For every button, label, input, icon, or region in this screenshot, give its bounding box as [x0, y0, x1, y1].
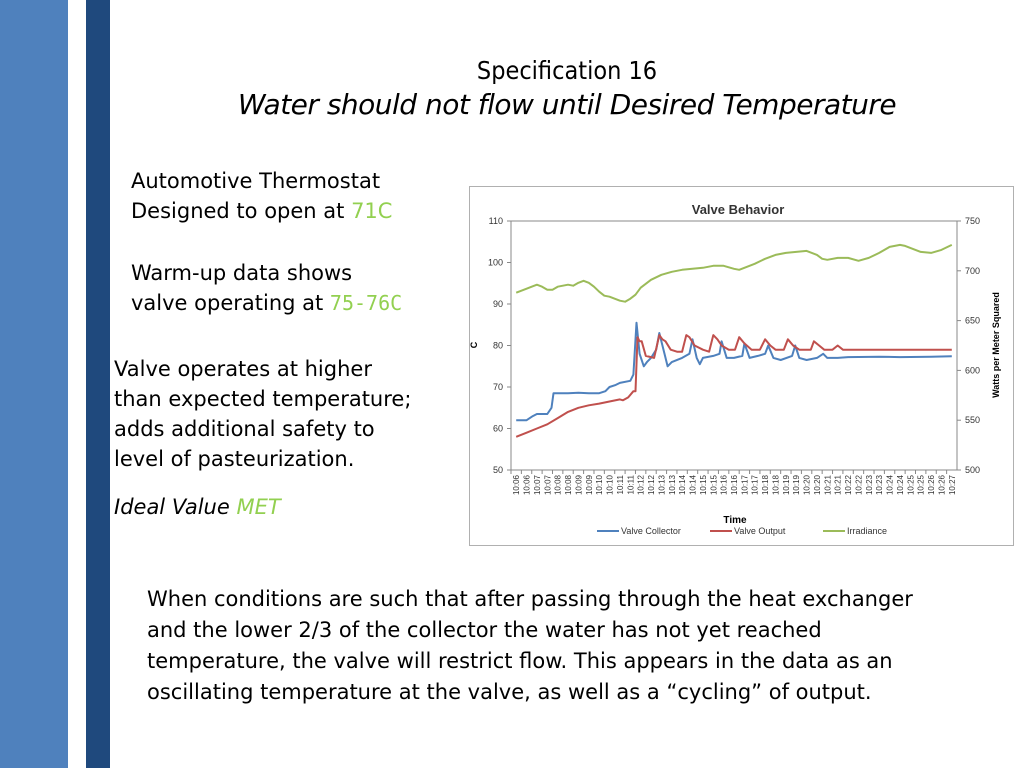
chart-title: Valve Behavior [692, 202, 785, 217]
valve-paragraph-line: adds additional safety to [114, 417, 375, 441]
explanation-paragraph: When conditions are such that after pass… [147, 587, 913, 704]
y2-tick-label: 750 [965, 216, 980, 226]
x-tick-label: 10:25 [906, 474, 915, 495]
y-tick-label: 60 [493, 424, 503, 434]
y2-tick-label: 500 [965, 465, 980, 475]
x-tick-label: 10:15 [709, 474, 718, 495]
x-tick-label: 10:22 [854, 474, 863, 495]
warmup-value: 75-76C [329, 291, 403, 315]
x-tick-label: 10:13 [668, 474, 677, 495]
series-line-valve-output [515, 334, 952, 438]
plot-area-border [510, 220, 958, 471]
x-tick-label: 10:19 [782, 474, 791, 495]
x-tick-label: 10:18 [761, 474, 770, 495]
warmup-bullet: Warm-up data shows valve operating at 75… [131, 258, 402, 318]
decorative-side-bar-dark [86, 0, 110, 768]
legend-label: Valve Collector [621, 526, 681, 536]
y-tick-label: 100 [488, 258, 503, 268]
x-tick-label: 10:21 [834, 474, 843, 495]
x-tick-label: 10:09 [574, 474, 583, 495]
valve-paragraph-line: level of pasteurization. [114, 447, 355, 471]
x-tick-label: 10:07 [543, 474, 552, 495]
x-tick-label: 10:24 [886, 474, 895, 495]
x-tick-label: 10:08 [554, 474, 563, 495]
slide-title: Specification 16 [476, 56, 658, 85]
x-tick-label: 10:25 [917, 474, 926, 495]
x-tick-label: 10:13 [657, 474, 666, 495]
ideal-value-line: Ideal Value MET [114, 492, 281, 522]
valve-paragraph-line: Valve operates at higher [114, 357, 372, 381]
warmup-line1: Warm-up data shows [131, 261, 353, 285]
x-axis-label: Time [723, 515, 747, 526]
y-tick-label: 80 [493, 341, 503, 351]
x-tick-label: 10:11 [616, 474, 625, 494]
warmup-line2-text: valve operating at [131, 291, 330, 315]
legend-label: Irradiance [847, 526, 887, 536]
x-tick-label: 10:12 [647, 474, 656, 495]
x-tick-label: 10:06 [512, 474, 521, 495]
y-tick-label: 50 [493, 465, 503, 475]
valve-behavior-chart: Valve Behavior C Watts per Meter Squared… [469, 186, 1014, 546]
y-tick-label: 110 [489, 216, 503, 226]
x-tick-label: 10:08 [564, 474, 573, 495]
y2-tick-label: 600 [965, 365, 980, 375]
thermostat-value: 71C [351, 199, 393, 223]
decorative-side-bar-gap [68, 0, 86, 768]
x-tick-label: 10:22 [844, 474, 853, 495]
y-tick-label: 90 [493, 299, 503, 309]
x-tick-label: 10:20 [803, 474, 812, 495]
x-tick-label: 10:26 [927, 474, 936, 495]
y2-tick-label: 650 [965, 316, 980, 326]
x-tick-label: 10:27 [948, 474, 957, 495]
x-tick-label: 10:16 [720, 474, 729, 495]
x-tick-label: 10:14 [689, 474, 698, 495]
x-tick-label: 10:18 [771, 474, 780, 495]
valve-paragraph: Valve operates at higher than expected t… [114, 354, 411, 474]
ideal-value-label: Ideal Value [114, 495, 237, 519]
x-tick-label: 10:15 [699, 474, 708, 495]
x-tick-label: 10:26 [937, 474, 946, 495]
y2-tick-label: 550 [965, 415, 980, 425]
series-line-valve-collector [516, 321, 952, 422]
x-tick-label: 10:11 [626, 474, 635, 494]
x-tick-label: 10:17 [740, 474, 749, 495]
x-tick-label: 10:10 [606, 474, 615, 495]
thermostat-line1: Automotive Thermostat [131, 169, 381, 193]
x-tick-label: 10:23 [875, 474, 884, 495]
valve-paragraph-line: than expected temperature; [114, 387, 412, 411]
x-tick-label: 10:21 [823, 474, 832, 495]
ideal-value-status: MET [236, 495, 281, 519]
x-tick-label: 10:19 [792, 474, 801, 495]
x-tick-label: 10:06 [523, 474, 532, 495]
x-tick-label: 10:09 [585, 474, 594, 495]
legend-label: Valve Output [734, 526, 786, 536]
y-axis-label: C [469, 341, 479, 348]
x-tick-label: 10:23 [865, 474, 874, 495]
x-tick-label: 10:17 [751, 474, 760, 495]
x-tick-label: 10:14 [678, 474, 687, 495]
thermostat-bullet: Automotive Thermostat Designed to open a… [131, 166, 392, 226]
x-tick-label: 10:07 [533, 474, 542, 495]
decorative-side-bar-light [0, 0, 68, 768]
warmup-line2: valve operating at 75-76C [131, 288, 402, 318]
x-tick-label: 10:16 [730, 474, 739, 495]
y2-axis-label: Watts per Meter Squared [991, 292, 1001, 398]
series-line-irradiance [515, 243, 953, 303]
x-tick-label: 10:12 [637, 474, 646, 495]
thermostat-line2-text: Designed to open at [131, 199, 352, 223]
x-tick-label: 10:24 [896, 474, 905, 495]
slide-subtitle: Water should not flow until Desired Temp… [237, 88, 897, 121]
x-tick-label: 10:20 [813, 474, 822, 495]
thermostat-line2: Designed to open at 71C [131, 196, 392, 226]
chart-legend: Valve Collector Valve Output Irradiance [597, 526, 887, 536]
y2-tick-label: 700 [965, 266, 980, 276]
x-tick-label: 10:10 [595, 474, 604, 495]
y-tick-label: 70 [493, 382, 503, 392]
